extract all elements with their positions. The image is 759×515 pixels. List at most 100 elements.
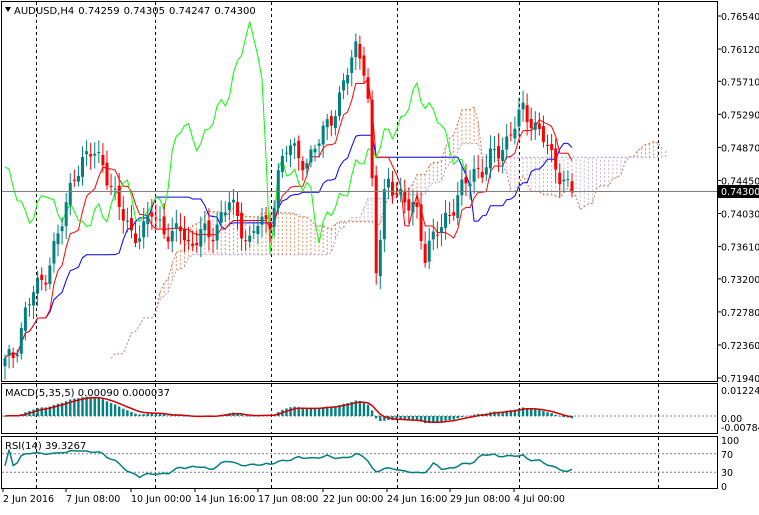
- macd-bar: [150, 413, 154, 416]
- macd-bar: [48, 406, 52, 416]
- candle-body: [472, 168, 476, 182]
- macd-bar: [313, 408, 317, 416]
- rsi-axis-label: 100: [721, 436, 739, 447]
- candle-body: [23, 307, 27, 331]
- candle-body: [7, 349, 11, 356]
- candle-body: [362, 55, 366, 76]
- macd-bar: [448, 416, 451, 420]
- macd-bar: [521, 407, 525, 416]
- macd-bar: [236, 413, 239, 416]
- macd-bar: [460, 416, 464, 417]
- candle-body: [48, 265, 52, 284]
- candle-body: [215, 224, 219, 241]
- candle-body: [529, 119, 533, 129]
- candle-body: [178, 226, 182, 232]
- macd-bar: [162, 414, 166, 416]
- collapse-arrow-icon[interactable]: [5, 7, 11, 12]
- candle-body: [309, 149, 313, 163]
- time-axis-label: 4 Jul 00:00: [514, 494, 565, 505]
- macd-bar: [530, 408, 533, 416]
- candle-body: [346, 75, 350, 84]
- macd-axis-label: -0.007841: [721, 423, 759, 434]
- candle-body: [211, 239, 215, 242]
- candle-body: [366, 77, 370, 99]
- macd-bar: [85, 396, 88, 416]
- kijun-line: [4, 134, 573, 359]
- candle-body: [64, 202, 68, 227]
- candle-body: [3, 358, 7, 367]
- candle-body: [223, 212, 227, 216]
- candle-body: [40, 274, 44, 281]
- macd-bar: [513, 409, 517, 416]
- candle-body: [558, 172, 562, 185]
- candle-body: [248, 235, 252, 242]
- macd-bar: [403, 416, 406, 421]
- candle-body: [329, 116, 333, 126]
- rsi-line: [4, 449, 573, 479]
- candle-body: [448, 214, 452, 216]
- candle-body: [264, 215, 268, 220]
- macd-bar: [505, 410, 508, 416]
- candle-body: [358, 43, 362, 59]
- candle-body: [305, 163, 309, 169]
- candle-body: [378, 239, 382, 277]
- price-tick-label: 0.76540: [721, 12, 759, 23]
- macd-bar: [105, 401, 109, 416]
- macd-bar: [301, 408, 304, 416]
- candle-body: [236, 202, 240, 217]
- candle-body: [256, 225, 260, 235]
- chart-header: AUDUSD,H4 0.74259 0.74305 0.74247 0.74300: [5, 6, 256, 17]
- macd-bar: [183, 416, 186, 417]
- candle-body: [374, 175, 378, 274]
- price-tick-label: 0.75710: [721, 77, 759, 88]
- rsi-axis-label: 70: [721, 450, 733, 461]
- macd-bar: [81, 397, 84, 416]
- candle-body: [411, 201, 415, 213]
- candle-body: [521, 102, 525, 110]
- macd-bar: [64, 401, 68, 416]
- macd-bar: [101, 399, 105, 416]
- rsi-axis-label: 0: [721, 482, 727, 493]
- candle-body: [439, 227, 443, 233]
- rsi-label: RSI(14) 39.3267: [5, 441, 86, 452]
- macd-bar: [501, 411, 504, 416]
- time-axis: 2 Jun 2016 7 Jun 08:00 10 Jun 00:00 14 Jun …: [2, 488, 565, 505]
- candle-body: [476, 168, 480, 170]
- candle-body: [525, 105, 529, 123]
- symbol-label: AUDUSD,H4: [14, 6, 74, 17]
- candle-body: [293, 143, 297, 146]
- candle-body: [174, 223, 178, 229]
- time-axis-label: 10 Jun 00:00: [131, 494, 191, 505]
- open-value: 0.74259: [78, 6, 119, 17]
- macd-bar: [73, 398, 76, 416]
- candle-body: [129, 218, 133, 231]
- candle-body: [219, 212, 223, 223]
- candle-body: [419, 204, 423, 241]
- price-tick-label: 0.72780: [721, 308, 759, 319]
- candle-body: [513, 128, 517, 139]
- macd-bar: [570, 416, 574, 419]
- macd-bar: [464, 416, 468, 417]
- macd-bar: [166, 415, 170, 416]
- candle-body: [187, 239, 191, 242]
- macd-bar: [97, 397, 101, 416]
- macd-bar: [509, 410, 513, 416]
- macd-bar: [134, 413, 137, 416]
- candle-body: [170, 231, 174, 242]
- candle-body: [146, 215, 150, 225]
- candle-body: [134, 233, 138, 244]
- candle-body: [117, 185, 121, 207]
- price-tick-label: 0.76120: [721, 45, 759, 56]
- candle-body: [480, 171, 484, 178]
- senkou-span-b: [110, 143, 662, 359]
- candle-body: [570, 181, 574, 193]
- macd-bar: [534, 409, 537, 416]
- macd-pane-border: [1, 383, 718, 434]
- candle-body: [382, 189, 386, 240]
- candle-body: [240, 212, 244, 239]
- macd-bar: [370, 410, 374, 416]
- macd-bar: [142, 414, 145, 416]
